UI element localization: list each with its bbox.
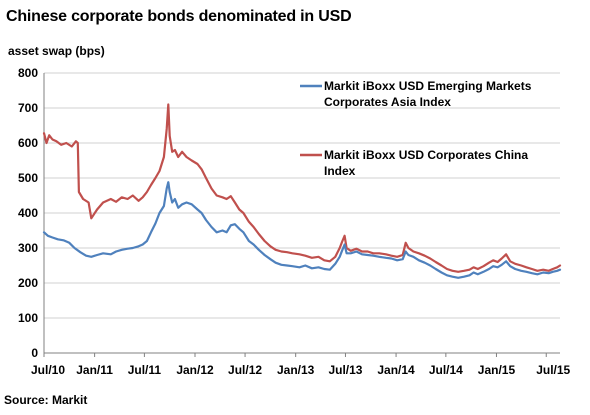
x-tick-label: Jul/11 [128,363,162,377]
x-tick-label: Jul/13 [328,363,362,377]
legend-label: Markit iBoxx USD Corporates China Index [324,148,528,178]
x-tick-label: Jul/15 [536,363,570,377]
y-tick-label: 200 [18,276,38,290]
y-tick-label: 0 [31,346,38,360]
y-tick-label: 300 [18,241,38,255]
series-line-china [42,103,562,273]
x-tick-label: Jan/14 [377,363,415,377]
x-tick-label: Jul/12 [228,363,262,377]
grid-layer [44,72,560,319]
x-tick-label: Jul/14 [429,363,463,377]
x-tick-label: Jan/11 [76,363,113,377]
y-tick-label: 500 [18,171,38,185]
series-line-asia [42,181,562,279]
legend-label: Markit iBoxx USD Emerging Markets Corpora… [324,79,532,109]
x-tick-label: Jan/12 [176,363,214,377]
y-axis-label: asset swap (bps) [8,44,105,58]
y-tick-label: 800 [18,66,38,80]
y-tick-label: 600 [18,136,38,150]
x-tick-label: Jan/15 [478,363,516,377]
y-tick-label: 700 [18,101,38,115]
y-tick-label: 400 [18,206,38,220]
axis-layer: 0 100 200 300 400 500 600 700 800 Jul/10 Jan/11 Jul… [18,66,571,377]
series-layer [42,103,562,279]
x-tick-label: Jan/13 [277,363,315,377]
legend: Markit iBoxx USD Emerging Markets Corpora… [300,79,532,178]
source-note: Source: Markit [4,393,88,407]
y-tick-label: 100 [18,311,38,325]
chart-title: Chinese corporate bonds denominated in U… [6,8,352,25]
x-tick-label: Jul/10 [31,363,65,377]
